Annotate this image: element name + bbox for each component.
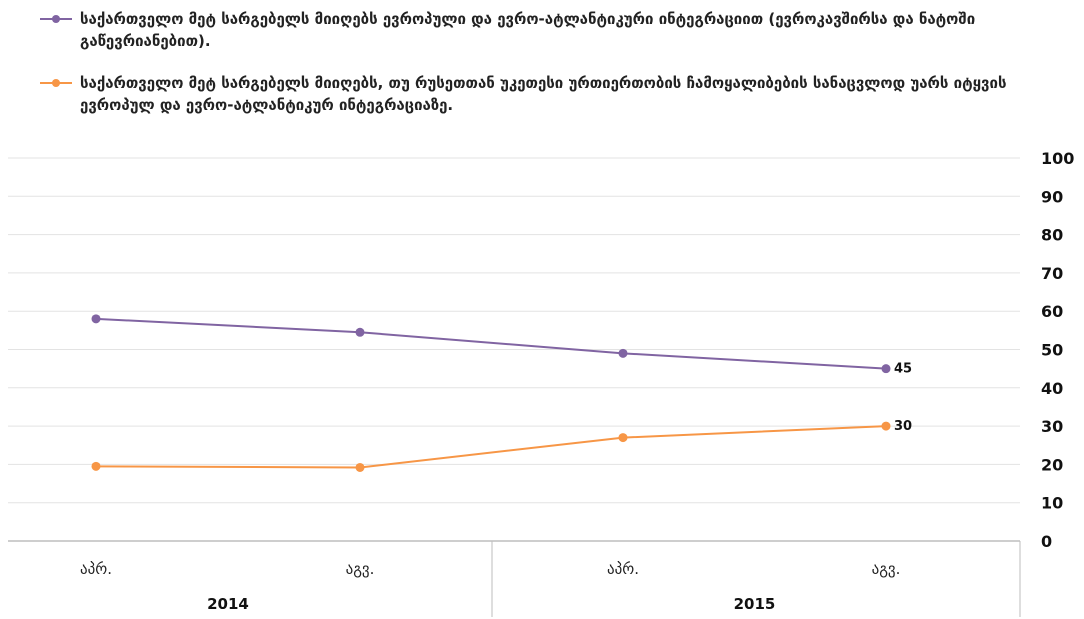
data-point <box>355 462 365 472</box>
legend-label-russia-relations: საქართველო მეტ სარგებელს მიიღებს, თუ რუს… <box>80 74 1007 114</box>
data-point <box>618 433 628 443</box>
y-tick-label: 90 <box>1041 187 1063 206</box>
y-tick-label: 80 <box>1041 226 1063 245</box>
series-line-1 <box>95 425 887 469</box>
data-point <box>91 461 101 471</box>
y-tick-label: 0 <box>1041 532 1052 551</box>
data-point <box>618 348 628 358</box>
y-tick-label: 10 <box>1041 494 1063 513</box>
x-tick-label: აპრ. <box>80 560 112 578</box>
chart-legend: საქართველო მეტ სარგებელს მიიღებს ევროპულ… <box>40 8 1040 116</box>
x-tick-label: აგვ. <box>872 560 901 578</box>
y-tick-label: 70 <box>1041 264 1063 283</box>
x-tick-label: აგვ. <box>346 560 375 578</box>
data-point <box>91 314 101 324</box>
x-group-label: 2014 <box>207 595 249 613</box>
y-tick-label: 60 <box>1041 302 1063 321</box>
data-point <box>881 421 891 431</box>
data-label-end: 45 <box>894 362 912 377</box>
legend-entry-russia-relations: საქართველო მეტ სარგებელს მიიღებს, თუ რუს… <box>40 72 1040 116</box>
data-point <box>355 327 365 337</box>
y-tick-label: 50 <box>1041 341 1063 360</box>
x-tick-label: აპრ. <box>607 560 639 578</box>
data-label-end: 30 <box>894 419 912 434</box>
y-tick-label: 100 <box>1041 149 1074 168</box>
legend-swatch-orange <box>40 79 72 87</box>
x-group-label: 2015 <box>734 595 776 613</box>
data-point <box>881 364 891 374</box>
legend-label-eu-integration: საქართველო მეტ სარგებელს მიიღებს ევროპულ… <box>80 10 976 50</box>
y-tick-label: 20 <box>1041 455 1063 474</box>
legend-swatch-purple <box>40 15 72 23</box>
y-tick-label: 40 <box>1041 379 1063 398</box>
y-tick-label: 30 <box>1041 417 1063 436</box>
legend-entry-eu-integration: საქართველო მეტ სარგებელს მიიღებს ევროპულ… <box>40 8 1040 52</box>
series-line-0 <box>95 317 887 370</box>
